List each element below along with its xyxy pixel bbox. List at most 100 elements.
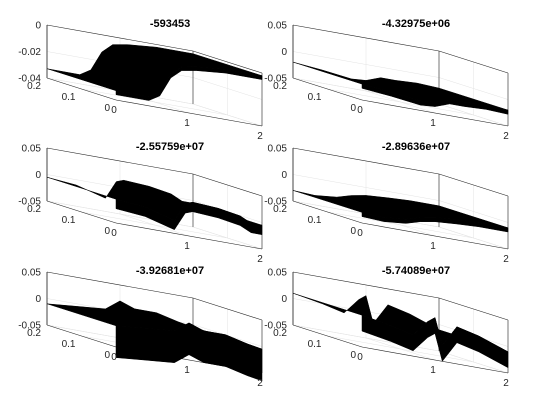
- subplot-title: -5.74089e+07: [382, 265, 450, 277]
- grid-line: [327, 88, 474, 116]
- z-tick-label: 0.05: [22, 144, 42, 155]
- z-tick-label: 0.05: [268, 21, 288, 32]
- x-tick-label: 1: [430, 241, 436, 252]
- grid-line: [192, 103, 263, 127]
- x-axis-line: [115, 222, 263, 250]
- grid-line: [438, 200, 509, 223]
- x-tick-label: 2: [503, 378, 509, 389]
- axis-box-edge: [46, 147, 194, 175]
- grid-line: [192, 77, 263, 100]
- y-tick-label: 0.2: [27, 204, 41, 215]
- x-tick-label: 0: [111, 352, 117, 363]
- y-tick-label: 0.2: [273, 328, 287, 339]
- z-tick-label: 0.05: [268, 268, 288, 279]
- x-tick-label: 1: [430, 365, 436, 376]
- x-tick-label: 2: [257, 131, 263, 142]
- y-tick-label: 0: [104, 226, 110, 237]
- subplot-title: -4.32975e+06: [382, 18, 450, 30]
- x-tick-label: 2: [257, 254, 263, 265]
- x-tick-label: 2: [503, 254, 509, 265]
- x-tick-label: 0: [111, 105, 117, 116]
- axis-box-edge: [292, 24, 440, 52]
- z-tick-label: 0: [281, 47, 287, 58]
- surface-front: [361, 83, 509, 115]
- x-tick-label: 1: [184, 118, 190, 129]
- grid-line: [438, 350, 509, 374]
- subplot-3: -2.55759e+07 -0.05 0 0.05 0 0.1 0.2 0 1 2: [18, 141, 263, 265]
- subplot-title: -593453: [150, 18, 190, 30]
- x-tick-label: 0: [357, 352, 363, 363]
- x-axis-line: [361, 346, 509, 374]
- surface-front: [115, 66, 263, 101]
- x-axis-line: [115, 99, 263, 127]
- y-axis-line: [46, 77, 117, 101]
- z-tick-label: 0: [35, 294, 41, 305]
- grid-line: [192, 226, 263, 250]
- y-tick-label: 0.1: [62, 215, 76, 226]
- axis-box-edge: [192, 297, 263, 321]
- y-tick-label: 0.1: [308, 215, 322, 226]
- x-tick-label: 1: [430, 118, 436, 129]
- y-tick-label: 0.2: [27, 328, 41, 339]
- surface-front: [361, 212, 509, 233]
- z-tick-label: 0.05: [268, 144, 288, 155]
- y-tick-label: 0.2: [27, 81, 41, 92]
- y-tick-label: 0: [350, 103, 356, 114]
- subplot-4: -2.89636e+07 -0.05 0 0.05 0 0.1 0.2 0 1 2: [264, 141, 509, 265]
- z-tick-label: -0.05: [18, 321, 41, 332]
- x-tick-label: 2: [503, 131, 509, 142]
- x-axis-line: [361, 222, 509, 250]
- axis-box-edge: [438, 173, 509, 197]
- y-tick-label: 0: [350, 350, 356, 361]
- y-tick-label: 0.2: [273, 81, 287, 92]
- grid-line: [327, 335, 474, 363]
- surface-top: [292, 61, 509, 111]
- x-tick-label: 1: [184, 241, 190, 252]
- y-tick-label: 0: [350, 226, 356, 237]
- y-tick-label: 0: [104, 103, 110, 114]
- y-tick-label: 0.2: [273, 204, 287, 215]
- z-tick-label: 0.05: [22, 268, 42, 279]
- surface-front: [361, 314, 509, 368]
- y-tick-label: 0: [104, 350, 110, 361]
- subplot-5: -3.92681e+07 -0.05 0 0.05 0 0.1 0.2 0 1 2: [18, 265, 263, 389]
- y-tick-label: 0.1: [62, 92, 76, 103]
- z-tick-label: 0: [35, 21, 41, 32]
- subplot-title: -3.92681e+07: [136, 265, 204, 277]
- subplot-title: -2.55759e+07: [136, 141, 204, 153]
- x-tick-label: 0: [357, 105, 363, 116]
- axis-box-edge: [292, 147, 440, 175]
- axis-box-edge: [192, 50, 263, 74]
- axis-box-edge: [438, 297, 509, 321]
- axis-box-edge: [292, 271, 440, 299]
- y-axis-line: [292, 77, 363, 101]
- grid-line: [81, 211, 228, 239]
- y-tick-label: 0.1: [308, 339, 322, 350]
- x-axis-line: [361, 99, 509, 127]
- z-tick-label: -0.05: [264, 74, 287, 85]
- y-axis-line: [46, 200, 117, 224]
- y-tick-label: 0.1: [308, 92, 322, 103]
- grid-line: [327, 211, 474, 239]
- subplot-2: -4.32975e+06 -0.05 0 0.05 0 0.1 0.2 0 1 2: [264, 18, 509, 142]
- z-tick-label: 0: [281, 170, 287, 181]
- axis-box-edge: [438, 50, 509, 74]
- y-axis-line: [46, 324, 117, 348]
- grid-line: [81, 88, 228, 116]
- surface-front: [115, 198, 263, 235]
- subplot-6: -5.74089e+07 -0.05 0 0.05 0 0.1 0.2 0 1 2: [264, 265, 509, 389]
- x-tick-label: 2: [257, 378, 263, 389]
- grid-line: [292, 51, 440, 78]
- x-tick-label: 0: [111, 228, 117, 239]
- z-tick-label: -0.05: [264, 197, 287, 208]
- z-tick-label: 0: [35, 170, 41, 181]
- z-tick-label: -0.05: [18, 197, 41, 208]
- surface-front: [115, 322, 263, 382]
- y-axis-line: [292, 324, 363, 348]
- axis-box-edge: [46, 24, 194, 52]
- x-tick-label: 0: [357, 228, 363, 239]
- z-tick-label: -0.04: [18, 74, 41, 85]
- axis-box-edge: [46, 271, 194, 299]
- z-tick-label: -0.02: [18, 47, 41, 58]
